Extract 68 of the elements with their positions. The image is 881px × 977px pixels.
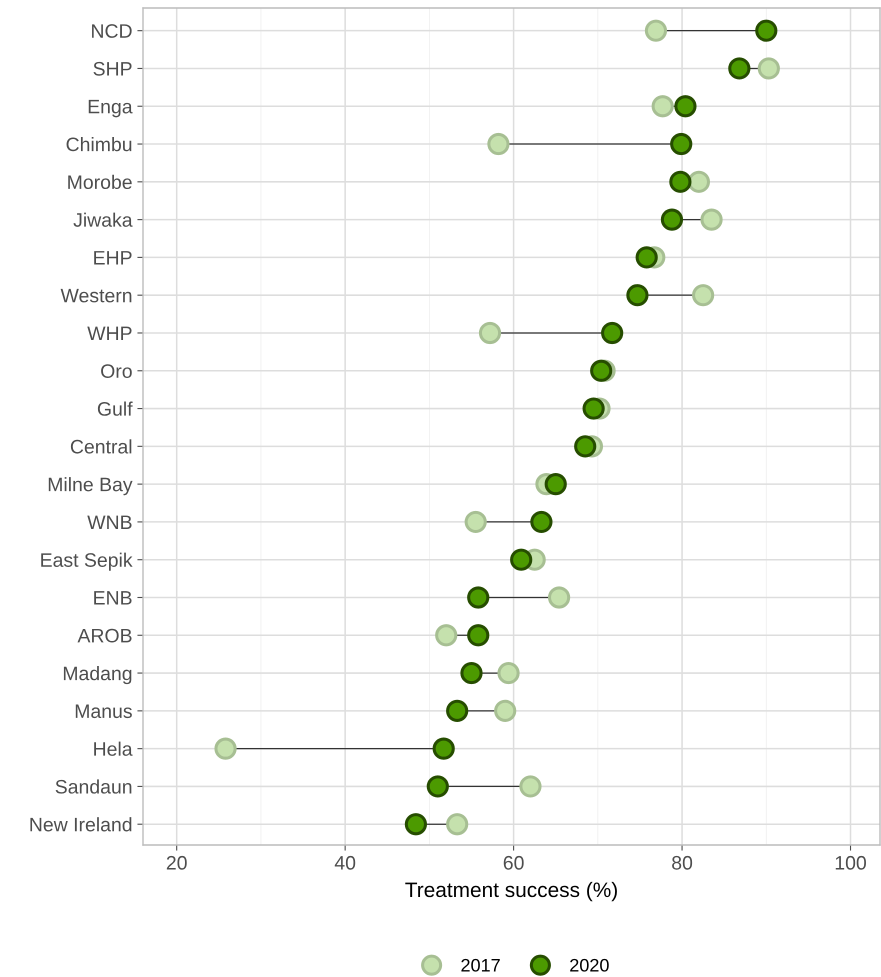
y-tick-label: New Ireland [30, 817, 132, 832]
point [670, 132, 692, 156]
x-axis-title: Treatment success (%) [405, 882, 617, 902]
point [636, 246, 658, 268]
y-tick-label: Jiwaka [73, 212, 133, 227]
y-tick-label: SHP [93, 62, 132, 76]
y-tick-label: Manus [76, 704, 132, 718]
y-tick-label: East Sepik [41, 552, 133, 571]
point [688, 170, 710, 193]
point [404, 813, 427, 836]
point [660, 208, 684, 231]
y-tick-label: EHP [94, 251, 132, 264]
point [497, 662, 520, 684]
legend-label: 2020 [570, 958, 609, 972]
point [601, 322, 624, 344]
point [669, 170, 692, 193]
point [758, 57, 780, 80]
y-tick-label: Chimbu [66, 136, 132, 152]
y-tick-label: Madang [64, 666, 132, 684]
y-tick-label: WHP [87, 326, 132, 340]
legend-label: 2017 [461, 958, 500, 972]
point [755, 20, 778, 42]
point [467, 586, 490, 609]
point [590, 360, 612, 382]
point [652, 95, 674, 118]
point [464, 510, 487, 534]
point [530, 510, 553, 534]
point [446, 813, 468, 836]
y-tick-label: ENB [94, 591, 132, 605]
y-tick-label: Oro [101, 364, 132, 378]
point [626, 284, 649, 306]
x-tick-label: 100 [836, 856, 866, 870]
y-tick-label: WNB [87, 516, 132, 529]
point [692, 284, 714, 306]
point [467, 624, 490, 646]
y-tick-label: Gulf [98, 402, 133, 416]
point [510, 548, 532, 571]
y-tick-label: Sandaun [56, 779, 132, 794]
point [644, 20, 668, 42]
point [544, 473, 567, 496]
y-tick-label: Enga [88, 100, 133, 118]
y-tick-label: Morobe [68, 174, 132, 190]
point [435, 624, 458, 646]
point [728, 57, 750, 80]
y-tick-label: Central [70, 439, 132, 454]
point [487, 132, 510, 156]
x-tick-label: 80 [672, 856, 692, 870]
point [478, 322, 502, 344]
y-tick-label: AROB [78, 628, 132, 643]
x-tick-label: 60 [504, 856, 524, 870]
y-tick-label: Milne Bay [48, 477, 133, 496]
point [460, 662, 483, 684]
point [494, 700, 516, 722]
y-tick-label: Hela [94, 742, 133, 756]
point [674, 95, 697, 118]
point [426, 775, 449, 798]
point [548, 586, 570, 609]
point [214, 738, 237, 760]
y-tick-label: NCD [92, 24, 132, 38]
point [446, 700, 468, 722]
point [519, 775, 542, 798]
point [582, 397, 605, 420]
x-tick-label: 40 [334, 856, 356, 870]
x-tick-label: 20 [166, 856, 187, 870]
y-tick-label: Western [60, 288, 132, 302]
point [432, 738, 455, 760]
point [574, 435, 596, 458]
point [700, 208, 723, 231]
